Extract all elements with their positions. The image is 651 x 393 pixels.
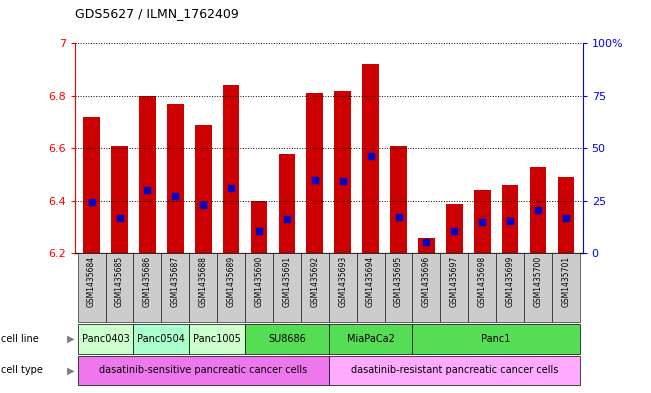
- Bar: [390, 146, 407, 253]
- Bar: [279, 154, 296, 253]
- Text: cell line: cell line: [1, 334, 38, 344]
- Text: GSM1435694: GSM1435694: [366, 255, 375, 307]
- Text: MiaPaCa2: MiaPaCa2: [347, 334, 395, 344]
- Text: GSM1435691: GSM1435691: [283, 255, 292, 307]
- Bar: [335, 90, 351, 253]
- Bar: [418, 238, 435, 253]
- Text: GSM1435688: GSM1435688: [199, 255, 208, 307]
- Bar: [474, 191, 491, 253]
- Text: GSM1435698: GSM1435698: [478, 255, 487, 307]
- Point: [142, 187, 152, 193]
- Text: GSM1435693: GSM1435693: [339, 255, 347, 307]
- Text: ▶: ▶: [67, 365, 74, 375]
- Point: [254, 228, 264, 234]
- Text: Panc1005: Panc1005: [193, 334, 241, 344]
- Text: GSM1435695: GSM1435695: [394, 255, 403, 307]
- Point: [198, 202, 208, 208]
- Point: [561, 215, 571, 221]
- Text: cell type: cell type: [1, 365, 42, 375]
- Point: [477, 219, 488, 225]
- Point: [449, 228, 460, 234]
- Text: ▶: ▶: [67, 334, 74, 344]
- Text: GSM1435686: GSM1435686: [143, 255, 152, 307]
- Text: dasatinib-sensitive pancreatic cancer cells: dasatinib-sensitive pancreatic cancer ce…: [99, 365, 307, 375]
- Bar: [195, 125, 212, 253]
- Bar: [307, 93, 323, 253]
- Text: dasatinib-resistant pancreatic cancer cells: dasatinib-resistant pancreatic cancer ce…: [351, 365, 558, 375]
- Point: [226, 185, 236, 191]
- Point: [337, 178, 348, 184]
- Point: [310, 177, 320, 183]
- Point: [170, 193, 180, 199]
- Point: [393, 213, 404, 220]
- Bar: [530, 167, 546, 253]
- Bar: [83, 117, 100, 253]
- Bar: [251, 201, 268, 253]
- Text: GSM1435687: GSM1435687: [171, 255, 180, 307]
- Point: [282, 216, 292, 222]
- Bar: [446, 204, 463, 253]
- Text: Panc0504: Panc0504: [137, 334, 186, 344]
- Text: GSM1435697: GSM1435697: [450, 255, 459, 307]
- Bar: [139, 96, 156, 253]
- Point: [505, 217, 516, 224]
- Text: GSM1435696: GSM1435696: [422, 255, 431, 307]
- Text: Panc1: Panc1: [482, 334, 511, 344]
- Text: GSM1435700: GSM1435700: [534, 255, 542, 307]
- Point: [87, 199, 97, 206]
- Text: GSM1435684: GSM1435684: [87, 255, 96, 307]
- Text: GSM1435699: GSM1435699: [506, 255, 514, 307]
- Bar: [502, 185, 518, 253]
- Point: [115, 215, 125, 221]
- Bar: [223, 85, 240, 253]
- Bar: [167, 104, 184, 253]
- Text: GSM1435685: GSM1435685: [115, 255, 124, 307]
- Bar: [362, 64, 379, 253]
- Text: GSM1435689: GSM1435689: [227, 255, 236, 307]
- Point: [421, 239, 432, 245]
- Point: [533, 207, 543, 213]
- Bar: [111, 146, 128, 253]
- Text: GSM1435701: GSM1435701: [561, 255, 570, 307]
- Text: GSM1435692: GSM1435692: [311, 255, 319, 307]
- Text: SU8686: SU8686: [268, 334, 306, 344]
- Point: [365, 153, 376, 160]
- Text: GDS5627 / ILMN_1762409: GDS5627 / ILMN_1762409: [75, 7, 239, 20]
- Text: GSM1435690: GSM1435690: [255, 255, 264, 307]
- Text: Panc0403: Panc0403: [81, 334, 130, 344]
- Bar: [557, 177, 574, 253]
